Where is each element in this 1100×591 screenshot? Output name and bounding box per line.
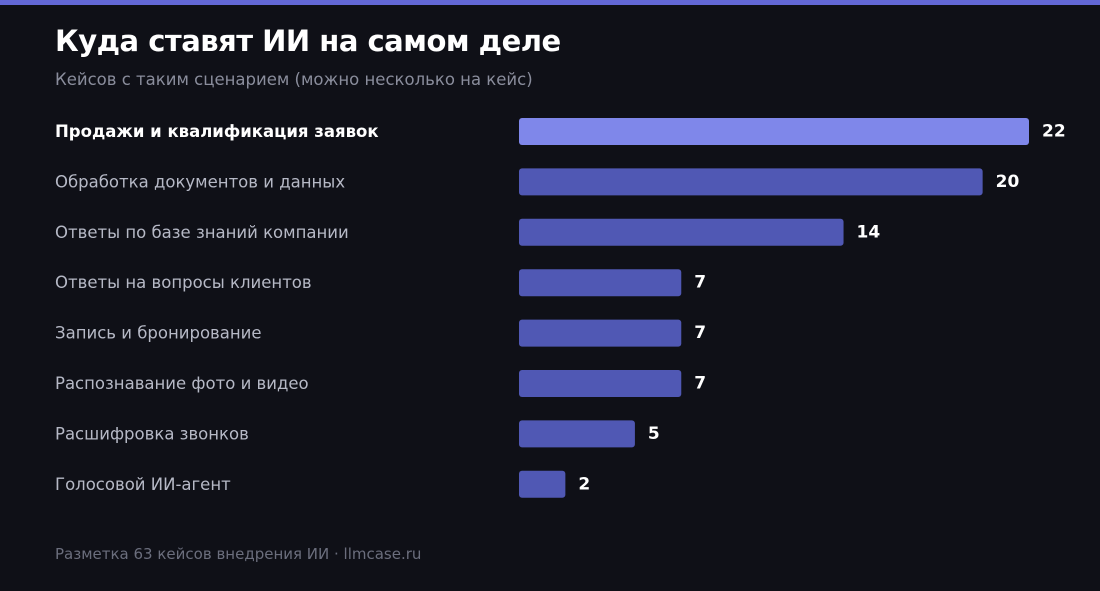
bar xyxy=(519,168,983,196)
bar xyxy=(519,118,1029,145)
value-label: 7 xyxy=(694,323,706,343)
category-label: Обработка документов и данных xyxy=(55,172,345,191)
bar xyxy=(519,269,682,297)
category-label: Ответы на вопросы клиентов xyxy=(55,273,312,292)
category-label: Продажи и квалификация заявок xyxy=(55,122,379,141)
bar xyxy=(519,470,566,498)
category-label: Распознавание фото и видео xyxy=(55,374,309,393)
category-label: Голосовой ИИ-агент xyxy=(55,475,231,494)
bar xyxy=(519,370,682,397)
top-accent-stripe xyxy=(0,0,1100,5)
chart-subtitle: Кейсов с таким сценарием (можно нескольк… xyxy=(55,70,533,89)
value-label: 14 xyxy=(857,222,881,242)
value-label: 7 xyxy=(694,374,706,394)
value-label: 22 xyxy=(1042,122,1066,142)
bar xyxy=(519,420,635,448)
category-label: Расшифровка звонков xyxy=(55,424,249,443)
chart-title: Куда ставят ИИ на самом деле xyxy=(55,24,561,58)
value-label: 2 xyxy=(578,474,590,494)
bar xyxy=(519,319,682,347)
category-label: Запись и бронирование xyxy=(55,324,262,343)
bar xyxy=(519,218,844,246)
value-label: 5 xyxy=(648,424,660,444)
value-label: 20 xyxy=(996,172,1020,192)
value-label: 7 xyxy=(694,273,706,293)
chart-footer-note: Разметка 63 кейсов внедрения ИИ · llmcas… xyxy=(55,545,422,563)
category-label: Ответы по базе знаний компании xyxy=(55,223,349,242)
